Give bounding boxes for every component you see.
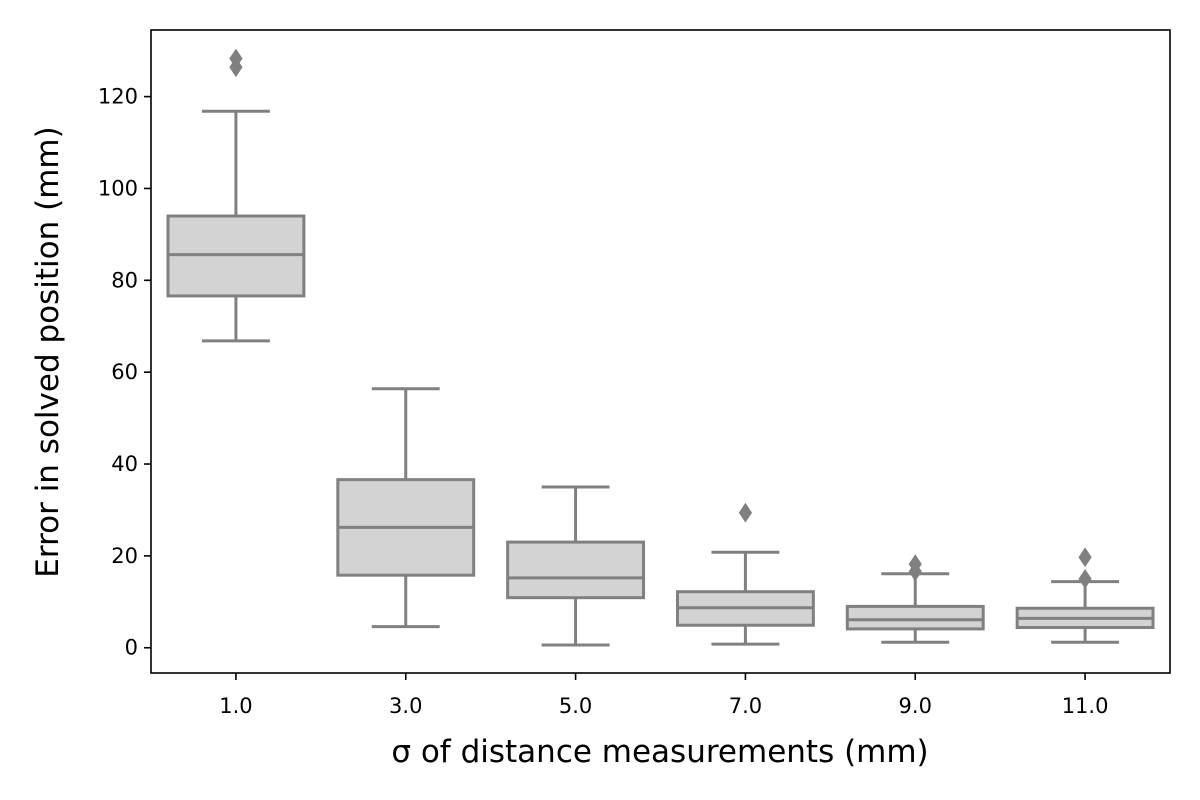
box-group-5-0 xyxy=(506,485,646,647)
iqr-box xyxy=(506,540,646,600)
y-axis-title: Error in solved position (mm) xyxy=(30,126,66,577)
x-axis-title: σ of distance measurements (mm) xyxy=(391,734,928,770)
axes-frame xyxy=(150,29,1171,674)
y-tick-label: 100 xyxy=(98,176,138,200)
y-tick-label: 60 xyxy=(111,360,138,384)
plot-area xyxy=(166,48,1155,647)
box-group-1-0 xyxy=(166,48,306,343)
y-tick-label: 80 xyxy=(111,268,138,292)
iqr-box xyxy=(845,604,985,631)
x-tick-label: 3.0 xyxy=(389,694,422,718)
outlier-point xyxy=(229,48,243,69)
outlier-point xyxy=(738,502,753,523)
axes: 0 20 40 60 80 100 120 1.0 3.0 5.0 7.0 9.0 11.0 xyxy=(98,85,1109,718)
x-tick-label: 11.0 xyxy=(1062,694,1109,718)
y-tick-label: 0 xyxy=(125,636,138,660)
outlier-point xyxy=(908,554,922,575)
x-tick-label: 1.0 xyxy=(219,694,252,718)
y-tick-label: 20 xyxy=(111,544,138,568)
box-group-7-0 xyxy=(675,502,815,646)
box-group-3-0 xyxy=(336,387,476,629)
box-group-9-0 xyxy=(845,554,985,644)
x-tick-label: 7.0 xyxy=(729,694,762,718)
y-tick-label: 120 xyxy=(98,85,138,109)
y-tick-label: 40 xyxy=(111,452,138,476)
outlier-point xyxy=(1078,547,1092,568)
x-tick-label: 5.0 xyxy=(559,694,592,718)
x-tick-label: 9.0 xyxy=(899,694,932,718)
box-group-11-0 xyxy=(1015,547,1155,644)
outlier-point xyxy=(1078,568,1092,589)
